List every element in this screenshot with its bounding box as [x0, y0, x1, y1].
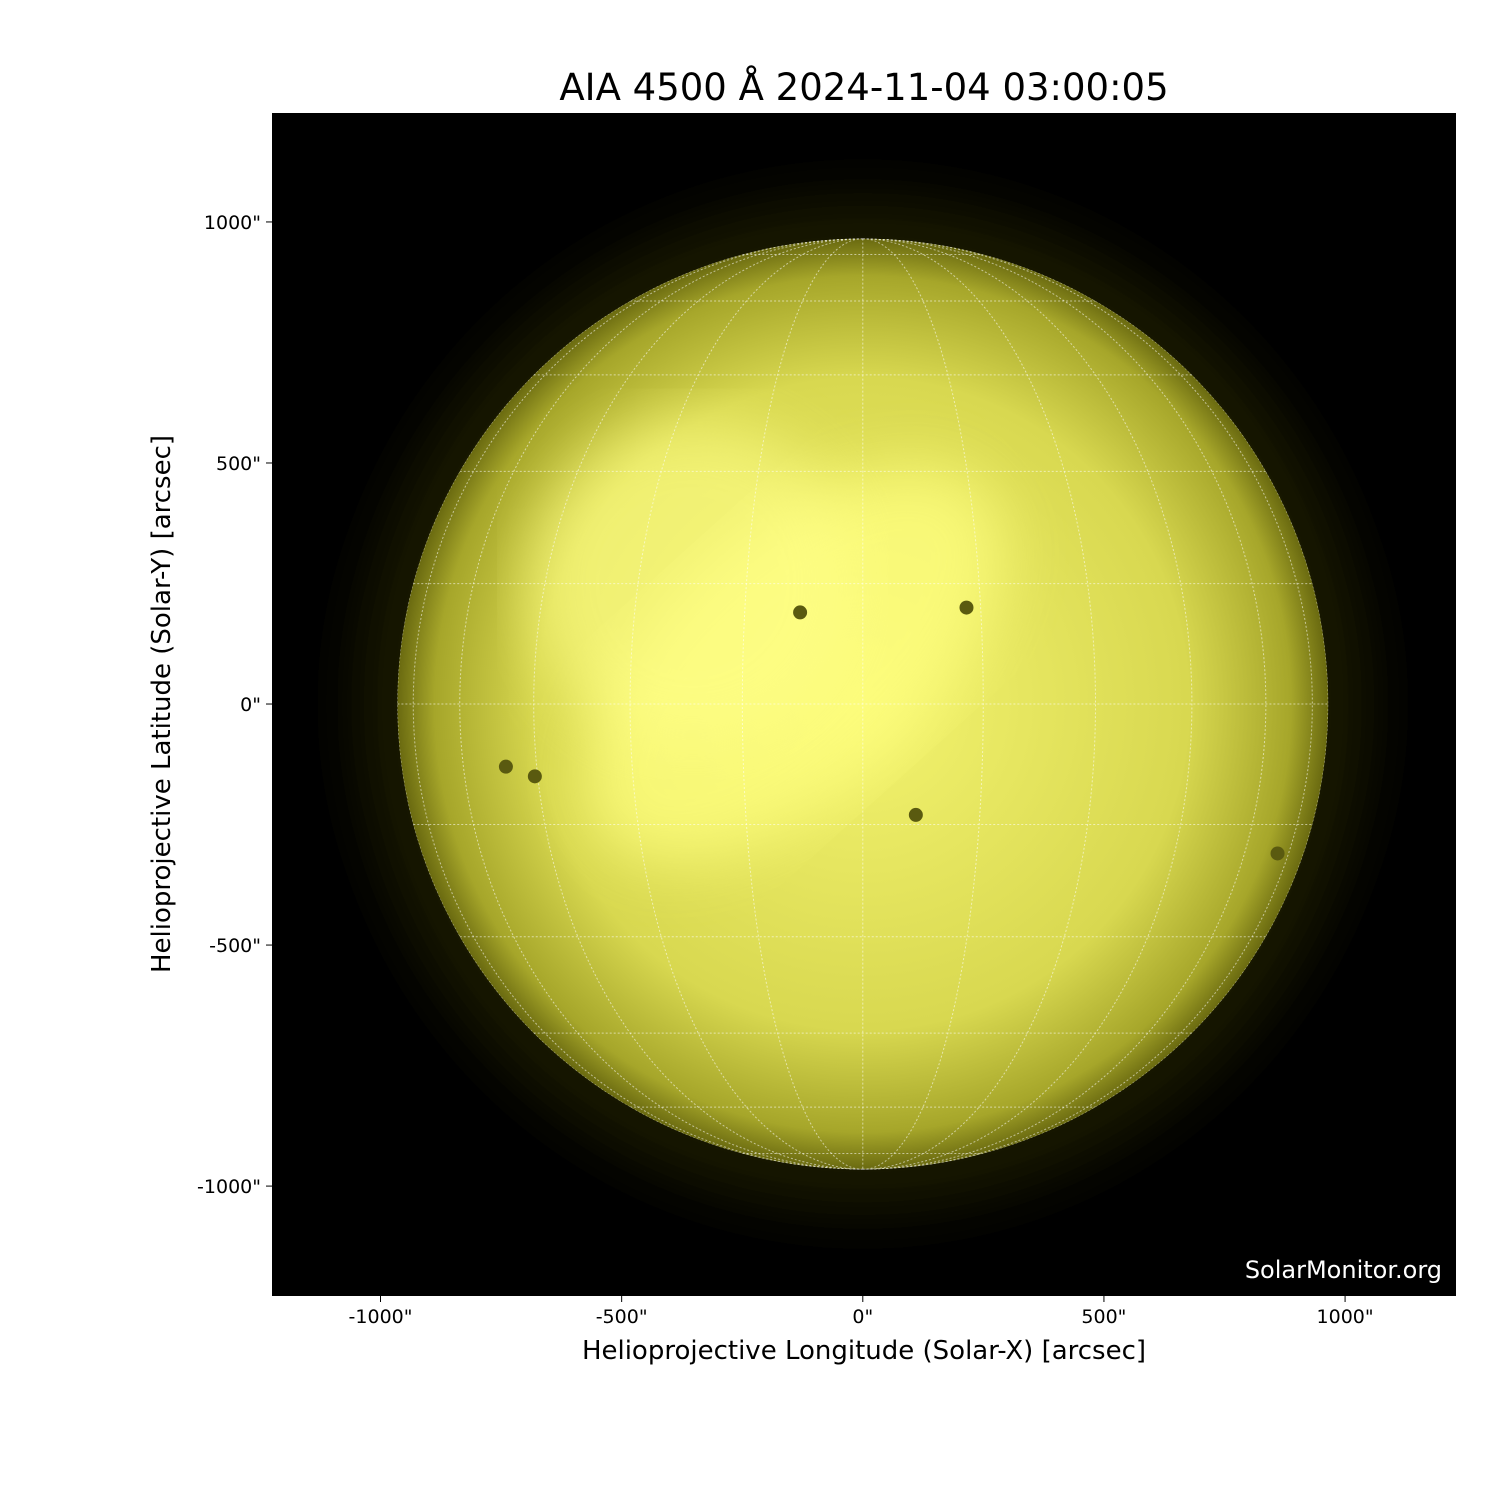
- x-tick-label: 500": [1081, 1306, 1126, 1328]
- sunspot: [527, 769, 542, 784]
- disk-features: [397, 238, 1329, 1170]
- sunspot: [793, 605, 808, 620]
- x-tick-label: 0": [852, 1306, 873, 1328]
- grid-meridian: [412, 238, 863, 1170]
- y-tick-label: 1000": [204, 212, 261, 234]
- x-tick-label: -1000": [349, 1306, 413, 1328]
- x-tick-label: -500": [596, 1306, 648, 1328]
- y-axis-label: Helioprojective Latitude (Solar-Y) [arcs…: [147, 434, 177, 974]
- x-tick-label: 1000": [1317, 1306, 1374, 1328]
- y-tick-label: 500": [216, 453, 261, 475]
- chart-title: AIA 4500 Å 2024-11-04 03:00:05: [559, 66, 1169, 109]
- y-tick-label: -500": [209, 935, 261, 957]
- grid-meridian: [862, 238, 1193, 1170]
- grid-meridian: [862, 238, 1313, 1170]
- y-tick-label: -1000": [197, 1176, 261, 1198]
- x-axis-label: Helioprojective Longitude (Solar-X) [arc…: [581, 1336, 1147, 1366]
- sunspot: [1270, 846, 1285, 861]
- watermark: SolarMonitor.org: [1244, 1256, 1442, 1284]
- y-tick-label: 0": [240, 694, 261, 716]
- sunspot: [959, 600, 974, 615]
- sunspot: [908, 807, 923, 822]
- grid-meridian: [629, 238, 863, 1170]
- bright-region: [529, 421, 856, 747]
- grid-meridian: [862, 238, 1096, 1170]
- sunspot: [498, 759, 513, 774]
